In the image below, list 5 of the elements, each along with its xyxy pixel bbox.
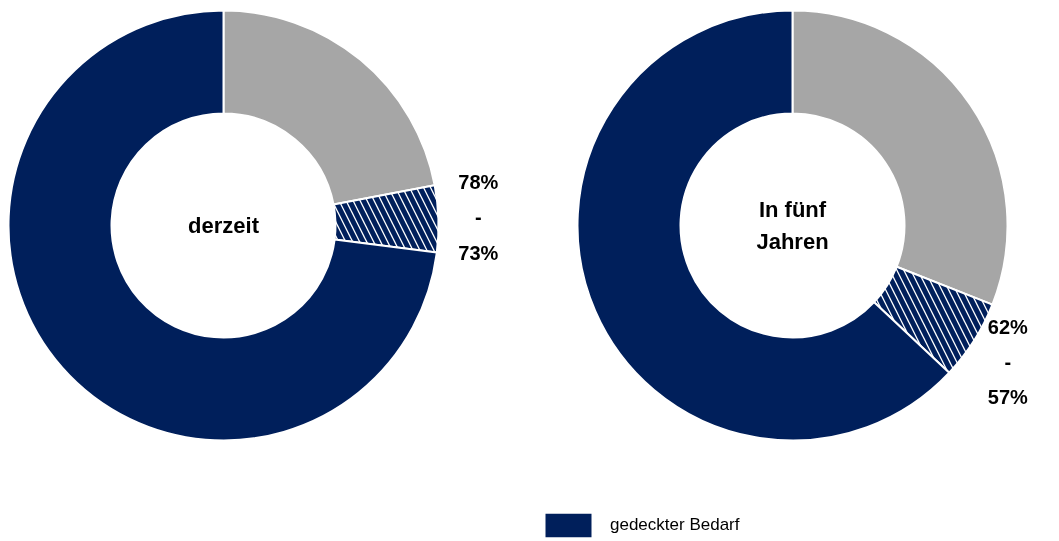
legend-label: gedeckter Bedarf [610, 514, 740, 536]
text: In fünf Jahren [756, 197, 829, 254]
text: 78% - 73% [458, 171, 499, 264]
text: 62% - 57% [987, 315, 1029, 409]
text: derzeit [188, 213, 260, 238]
